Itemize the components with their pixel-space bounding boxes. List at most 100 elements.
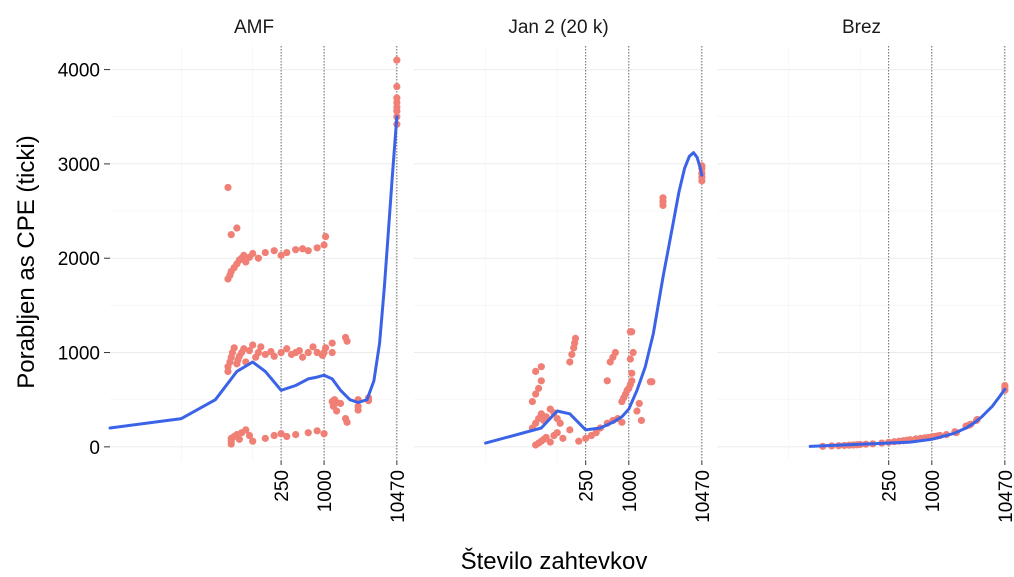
panel-background [414, 46, 703, 461]
facet-label: AMF [234, 17, 274, 38]
y-tick-label: 0 [89, 438, 100, 459]
data-point [354, 406, 362, 414]
data-point [249, 249, 257, 258]
data-point [628, 369, 636, 377]
panel-background [717, 46, 1006, 461]
data-point [611, 348, 620, 357]
data-point [313, 427, 321, 435]
data-point [321, 232, 330, 241]
data-point [333, 407, 341, 415]
data-point [328, 348, 336, 357]
data-point [298, 353, 307, 361]
data-point [320, 430, 328, 438]
y-axis: 0 1000 2000 3000 4000 [58, 61, 110, 459]
data-point [542, 413, 550, 421]
x-tick-label: 250 [577, 470, 598, 502]
data-point [240, 345, 248, 353]
data-point [277, 348, 285, 357]
data-point [633, 407, 641, 415]
smooth-line [108, 115, 399, 430]
data-point [249, 437, 257, 445]
data-point [618, 418, 626, 426]
data-point [257, 343, 265, 351]
data-point [393, 94, 401, 102]
data-point [240, 251, 248, 259]
data-point [295, 347, 303, 355]
data-point [566, 426, 574, 434]
y-axis-title: Porabljen as CPE (ticki) [13, 135, 40, 388]
data-point [298, 245, 307, 253]
data-point [254, 254, 262, 262]
x-tick-label: 1000 [620, 470, 641, 512]
data-point [270, 352, 278, 360]
data-point [235, 435, 243, 443]
data-point [245, 431, 254, 440]
data-point [635, 399, 643, 408]
data-point [559, 434, 567, 442]
facet-panel: AMF 250 1000 10470 [108, 17, 409, 523]
data-point [277, 251, 285, 259]
data-point [277, 430, 285, 438]
data-point [224, 183, 232, 192]
y-tick-label: 1000 [58, 344, 100, 365]
y-tick-label: 2000 [58, 249, 100, 270]
x-tick-label: 250 [880, 470, 901, 502]
data-point [568, 350, 576, 359]
data-point [542, 433, 550, 442]
data-point [393, 56, 401, 64]
facet-panel: Brez 250 1000 10470 [717, 17, 1014, 523]
data-point [535, 384, 543, 392]
y-tick-label: 4000 [58, 61, 100, 82]
data-point [537, 377, 545, 385]
data-point [233, 224, 241, 232]
data-point [304, 429, 312, 437]
data-point [261, 248, 269, 257]
data-point [320, 241, 328, 249]
data-point [566, 358, 574, 366]
data-point [313, 244, 321, 252]
data-point [313, 348, 321, 357]
data-point [582, 434, 590, 442]
data-point [292, 246, 300, 254]
data-point [628, 328, 636, 336]
data-point [343, 337, 351, 345]
x-tick-label: 250 [272, 470, 293, 502]
data-point [537, 363, 545, 371]
data-point [245, 347, 254, 355]
data-point [261, 434, 269, 442]
data-point [230, 344, 238, 352]
x-tick-label: 10470 [996, 470, 1014, 523]
data-point [648, 378, 656, 386]
data-point [1001, 381, 1009, 390]
data-point [242, 426, 250, 434]
data-point [571, 334, 580, 342]
data-point [628, 377, 636, 385]
data-point [283, 248, 291, 257]
data-point [637, 416, 646, 425]
data-point [603, 377, 611, 385]
data-point [304, 348, 312, 357]
data-point [292, 430, 300, 439]
facet-label: Brez [842, 17, 881, 38]
data-point [328, 339, 336, 347]
data-point [261, 350, 269, 359]
data-point [283, 432, 291, 441]
x-tick-label: 1000 [315, 470, 336, 512]
data-point [270, 247, 278, 255]
x-tick-label: 10470 [693, 470, 714, 523]
data-point [270, 431, 278, 440]
facet-panel: Jan 2 (20 k) 250 1000 10470 [414, 17, 714, 523]
data-point [283, 345, 291, 353]
data-point [249, 341, 257, 349]
data-point [254, 348, 262, 357]
data-point [629, 348, 637, 357]
facet-label: Jan 2 (20 k) [508, 17, 608, 38]
data-point [528, 397, 536, 406]
smooth-line [808, 387, 1007, 448]
data-point [393, 82, 401, 91]
data-point [553, 429, 561, 437]
data-point [304, 247, 312, 255]
data-point [532, 367, 540, 375]
smooth-line [484, 151, 704, 445]
